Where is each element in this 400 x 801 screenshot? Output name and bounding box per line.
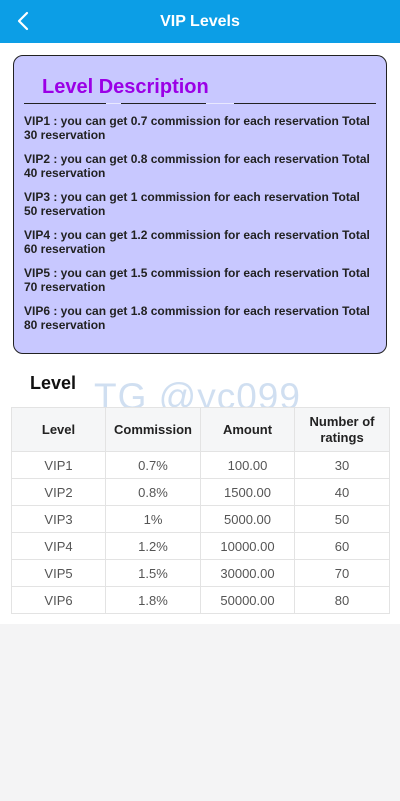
cell-level: VIP4: [11, 532, 106, 560]
vip-levels-table: Level Commission Amount Number of rating…: [11, 407, 390, 614]
main-content: Level Description VIP1 : you can get 0.7…: [0, 43, 400, 624]
description-item: VIP1 : you can get 0.7 commission for ea…: [24, 114, 370, 142]
cell-amount: 5000.00: [200, 505, 295, 533]
cell-commission: 0.8%: [105, 478, 201, 506]
cell-level: VIP3: [11, 505, 106, 533]
table-row: VIP5 1.5% 30000.00 70: [11, 559, 390, 587]
cell-ratings: 40: [294, 478, 390, 506]
table-row: VIP2 0.8% 1500.00 40: [11, 478, 390, 506]
cell-amount: 10000.00: [200, 532, 295, 560]
cell-amount: 1500.00: [200, 478, 295, 506]
divider-highlight: [206, 103, 234, 104]
description-item: VIP3 : you can get 1 commission for each…: [24, 190, 360, 218]
description-item: VIP6 : you can get 1.8 commission for ea…: [24, 304, 370, 332]
table-row: VIP1 0.7% 100.00 30: [11, 451, 390, 479]
table-row: VIP3 1% 5000.00 50: [11, 505, 390, 533]
level-description-title: Level Description: [42, 76, 209, 98]
page-title: VIP Levels: [160, 12, 240, 30]
level-section-title: Level: [30, 373, 77, 393]
cell-commission: 1%: [105, 505, 201, 533]
description-item: VIP2 : you can get 0.8 commission for ea…: [24, 152, 370, 180]
chevron-left-icon: [17, 11, 29, 31]
top-bar: VIP Levels: [0, 0, 400, 43]
description-item: VIP4 : you can get 1.2 commission for ea…: [24, 228, 370, 256]
table-header-row: Level Commission Amount Number of rating…: [11, 407, 390, 452]
cell-ratings: 30: [294, 451, 390, 479]
column-header-amount: Amount: [200, 407, 295, 452]
cell-ratings: 50: [294, 505, 390, 533]
cell-commission: 1.2%: [105, 532, 201, 560]
divider: [24, 103, 376, 104]
description-list: VIP1 : you can get 0.7 commission for ea…: [24, 114, 374, 342]
cell-commission: 0.7%: [105, 451, 201, 479]
cell-level: VIP2: [11, 478, 106, 506]
cell-amount: 50000.00: [200, 586, 295, 614]
divider-highlight: [106, 103, 121, 104]
back-button[interactable]: [8, 6, 38, 36]
column-header-ratings: Number of ratings: [294, 407, 390, 452]
cell-ratings: 70: [294, 559, 390, 587]
table-row: VIP6 1.8% 50000.00 80: [11, 586, 390, 614]
column-header-level: Level: [11, 407, 106, 452]
cell-ratings: 60: [294, 532, 390, 560]
cell-commission: 1.5%: [105, 559, 201, 587]
column-header-commission: Commission: [105, 407, 201, 452]
cell-level: VIP6: [11, 586, 106, 614]
cell-ratings: 80: [294, 586, 390, 614]
cell-level: VIP5: [11, 559, 106, 587]
cell-amount: 100.00: [200, 451, 295, 479]
cell-level: VIP1: [11, 451, 106, 479]
cell-commission: 1.8%: [105, 586, 201, 614]
level-description-card: Level Description VIP1 : you can get 0.7…: [13, 55, 387, 354]
table-row: VIP4 1.2% 10000.00 60: [11, 532, 390, 560]
cell-amount: 30000.00: [200, 559, 295, 587]
description-item: VIP5 : you can get 1.5 commission for ea…: [24, 266, 370, 294]
